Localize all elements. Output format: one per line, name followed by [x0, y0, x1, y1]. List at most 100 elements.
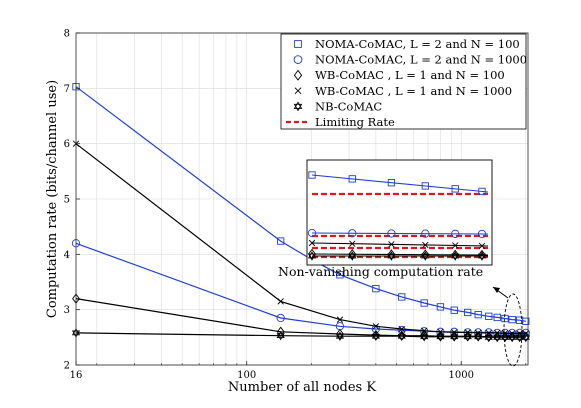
x-tick-label: 16	[70, 370, 83, 381]
data-point	[336, 316, 344, 323]
zoom-ellipse	[503, 293, 523, 367]
legend-label: WB-CoMAC , L = 1 and N = 100	[315, 68, 505, 82]
data-point	[348, 251, 357, 259]
x-tick-label: 100	[237, 370, 256, 381]
series-line	[75, 86, 526, 322]
data-point	[397, 333, 406, 341]
data-point	[452, 242, 459, 249]
data-point	[451, 251, 460, 259]
data-point	[451, 185, 459, 193]
data-point	[387, 253, 396, 261]
data-point	[294, 40, 302, 48]
data-point	[484, 334, 493, 343]
y-tick-label: 5	[64, 195, 70, 206]
data-point	[420, 299, 428, 307]
data-point	[421, 229, 430, 238]
data-point	[348, 253, 357, 261]
data-point	[294, 87, 302, 95]
data-point	[493, 313, 501, 322]
inset-series-x	[308, 239, 489, 250]
legend-label: NB-CoMAC	[315, 99, 382, 113]
data-point	[307, 253, 317, 261]
data-point	[372, 284, 380, 293]
legend-entry: WB-CoMAC , L = 1 and N = 1000	[294, 84, 512, 98]
inset-series-square	[308, 171, 489, 196]
series-line	[75, 143, 526, 335]
data-point	[308, 248, 316, 260]
inset-series-hexagram	[307, 251, 488, 261]
data-point	[276, 333, 285, 341]
data-point	[293, 69, 303, 81]
data-point	[521, 332, 530, 340]
data-point	[420, 332, 429, 340]
data-point	[293, 55, 303, 64]
series-square	[72, 83, 530, 325]
data-point	[485, 312, 493, 320]
data-point	[307, 228, 317, 238]
data-point	[436, 332, 445, 340]
data-point	[308, 239, 316, 247]
data-point	[277, 298, 284, 305]
x-axis-label: Number of all nodes K	[228, 380, 376, 395]
data-point	[421, 253, 430, 261]
data-point	[420, 334, 429, 342]
data-point	[493, 332, 502, 340]
data-point	[508, 332, 517, 340]
data-point	[371, 333, 380, 341]
data-point	[308, 171, 316, 179]
data-point	[398, 325, 405, 333]
legend-label: NOMA-CoMAC, L = 2 and N = 1000	[315, 53, 527, 67]
legend-entry: NB-CoMAC	[293, 99, 382, 113]
data-point	[474, 310, 482, 319]
legend-label: WB-CoMAC , L = 1 and N = 1000	[315, 84, 512, 98]
data-point	[276, 330, 285, 339]
data-point	[451, 253, 460, 261]
data-point	[477, 229, 487, 239]
y-tick-label: 6	[64, 139, 70, 150]
data-point	[397, 331, 406, 339]
data-point	[508, 315, 516, 324]
data-point	[371, 331, 380, 339]
data-point	[474, 332, 483, 340]
y-tick-label: 3	[64, 305, 70, 316]
data-point	[463, 334, 472, 342]
zoom-annotation: Non-vanishing computation rate	[278, 264, 483, 279]
data-point	[335, 331, 345, 339]
legend-entry: WB-CoMAC , L = 1 and N = 100	[293, 68, 505, 82]
inset-zoom	[306, 159, 493, 266]
data-point	[464, 308, 472, 317]
data-point	[451, 229, 460, 238]
data-point	[478, 242, 486, 250]
data-point	[500, 332, 510, 340]
data-point	[450, 332, 459, 340]
legend-entry: Limiting Rate	[286, 115, 395, 129]
inset-series-diamond	[308, 248, 489, 261]
series-layer	[71, 83, 530, 343]
y-tick-label: 7	[64, 84, 70, 95]
data-point	[437, 328, 444, 335]
data-point	[276, 313, 285, 323]
data-point	[477, 251, 487, 259]
data-point	[349, 240, 356, 247]
series-hexagram	[71, 328, 530, 343]
data-point	[420, 327, 428, 334]
axis-ticks: 2 3 4 5 6 7 8 16 100 1000	[64, 29, 527, 381]
data-point	[307, 251, 317, 259]
data-point	[293, 103, 303, 112]
data-point	[493, 334, 502, 343]
data-point	[522, 317, 530, 325]
legend-label: NOMA-CoMAC, L = 2 and N = 100	[315, 37, 520, 51]
data-point	[484, 332, 493, 340]
data-point	[515, 332, 524, 340]
data-point	[463, 332, 472, 340]
data-point	[387, 251, 396, 259]
data-point	[477, 253, 487, 261]
data-point	[450, 334, 459, 342]
data-point	[348, 229, 357, 238]
data-point	[348, 175, 356, 183]
data-point	[387, 229, 396, 238]
data-point	[421, 182, 429, 190]
data-point	[422, 241, 429, 249]
data-point	[421, 251, 430, 259]
data-point	[398, 293, 406, 301]
